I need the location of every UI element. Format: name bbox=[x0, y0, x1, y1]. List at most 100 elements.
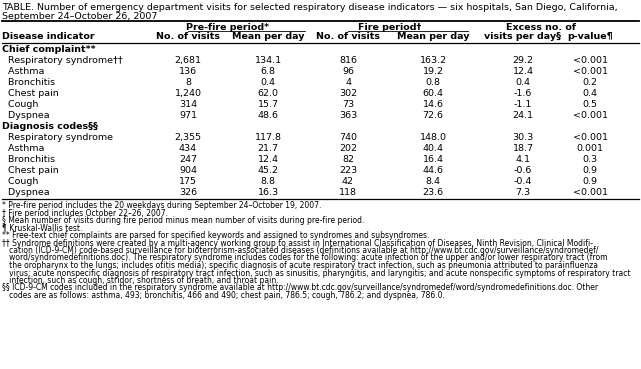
Text: 30.3: 30.3 bbox=[512, 133, 533, 142]
Text: Excess no. of: Excess no. of bbox=[506, 23, 576, 32]
Text: 23.6: 23.6 bbox=[422, 188, 444, 197]
Text: 12.4: 12.4 bbox=[258, 155, 278, 164]
Text: No. of visits: No. of visits bbox=[316, 32, 380, 41]
Text: 0.5: 0.5 bbox=[583, 100, 597, 109]
Text: Asthma: Asthma bbox=[2, 67, 44, 76]
Text: 8: 8 bbox=[185, 78, 191, 87]
Text: virus; acute nonspecific diagnosis of respiratory tract infection, such as sinus: virus; acute nonspecific diagnosis of re… bbox=[2, 269, 631, 277]
Text: 44.6: 44.6 bbox=[422, 166, 444, 175]
Text: 15.7: 15.7 bbox=[258, 100, 278, 109]
Text: 740: 740 bbox=[339, 133, 357, 142]
Text: Fire period†: Fire period† bbox=[358, 23, 422, 32]
Text: 8.4: 8.4 bbox=[426, 177, 440, 186]
Text: <0.001: <0.001 bbox=[572, 133, 608, 142]
Text: ¶ Kruskal-Wallis test.: ¶ Kruskal-Wallis test. bbox=[2, 224, 83, 232]
Text: infection, such as cough, stridor, shortness of breath, and throat pain.: infection, such as cough, stridor, short… bbox=[2, 276, 279, 285]
Text: 4: 4 bbox=[345, 78, 351, 87]
Text: 16.4: 16.4 bbox=[422, 155, 444, 164]
Text: -1.1: -1.1 bbox=[514, 100, 532, 109]
Text: Cough: Cough bbox=[2, 177, 38, 186]
Text: 134.1: 134.1 bbox=[254, 56, 281, 65]
Text: Chest pain: Chest pain bbox=[2, 89, 59, 98]
Text: 72.6: 72.6 bbox=[422, 111, 444, 120]
Text: 4.1: 4.1 bbox=[515, 155, 531, 164]
Text: 434: 434 bbox=[179, 144, 197, 153]
Text: 45.2: 45.2 bbox=[258, 166, 278, 175]
Text: ** Free-text chief complaints are parsed for specified keywords and assigned to : ** Free-text chief complaints are parsed… bbox=[2, 231, 429, 240]
Text: 73: 73 bbox=[342, 100, 354, 109]
Text: 314: 314 bbox=[179, 100, 197, 109]
Text: Pre-fire period*: Pre-fire period* bbox=[187, 23, 270, 32]
Text: Mean per day: Mean per day bbox=[397, 32, 469, 41]
Text: 16.3: 16.3 bbox=[258, 188, 279, 197]
Text: 18.7: 18.7 bbox=[513, 144, 533, 153]
Text: 7.3: 7.3 bbox=[515, 188, 531, 197]
Text: <0.001: <0.001 bbox=[572, 111, 608, 120]
Text: 971: 971 bbox=[179, 111, 197, 120]
Text: 8.8: 8.8 bbox=[260, 177, 276, 186]
Text: 21.7: 21.7 bbox=[258, 144, 278, 153]
Text: 82: 82 bbox=[342, 155, 354, 164]
Text: Cough: Cough bbox=[2, 100, 38, 109]
Text: <0.001: <0.001 bbox=[572, 56, 608, 65]
Text: 118: 118 bbox=[339, 188, 357, 197]
Text: Respiratory syndrome††: Respiratory syndrome†† bbox=[2, 56, 122, 65]
Text: 0.001: 0.001 bbox=[576, 144, 603, 153]
Text: 136: 136 bbox=[179, 67, 197, 76]
Text: Chest pain: Chest pain bbox=[2, 166, 59, 175]
Text: § Mean number of visits during fire period minus mean number of visits during pr: § Mean number of visits during fire peri… bbox=[2, 216, 364, 225]
Text: 96: 96 bbox=[342, 67, 354, 76]
Text: -0.6: -0.6 bbox=[514, 166, 532, 175]
Text: -0.4: -0.4 bbox=[514, 177, 532, 186]
Text: Mean per day: Mean per day bbox=[232, 32, 304, 41]
Text: 0.4: 0.4 bbox=[515, 78, 531, 87]
Text: §§ ICD-9-CM codes included in the respiratory syndrome available at http://www.b: §§ ICD-9-CM codes included in the respir… bbox=[2, 283, 598, 293]
Text: cation (ICD-9-CM) code-based surveillance for bioterrorism-associated diseases (: cation (ICD-9-CM) code-based surveillanc… bbox=[2, 246, 599, 255]
Text: 0.3: 0.3 bbox=[583, 155, 597, 164]
Text: 0.9: 0.9 bbox=[583, 177, 597, 186]
Text: †† Syndrome definitions were created by a multi-agency working group to assist i: †† Syndrome definitions were created by … bbox=[2, 238, 593, 248]
Text: 302: 302 bbox=[339, 89, 357, 98]
Text: 62.0: 62.0 bbox=[258, 89, 278, 98]
Text: 223: 223 bbox=[339, 166, 357, 175]
Text: 6.8: 6.8 bbox=[260, 67, 276, 76]
Text: 1,240: 1,240 bbox=[174, 89, 201, 98]
Text: Bronchitis: Bronchitis bbox=[2, 155, 55, 164]
Text: 326: 326 bbox=[179, 188, 197, 197]
Text: 40.4: 40.4 bbox=[422, 144, 444, 153]
Text: 12.4: 12.4 bbox=[513, 67, 533, 76]
Text: Dyspnea: Dyspnea bbox=[2, 188, 49, 197]
Text: Diagnosis codes§§: Diagnosis codes§§ bbox=[2, 122, 98, 131]
Text: <0.001: <0.001 bbox=[572, 188, 608, 197]
Text: 48.6: 48.6 bbox=[258, 111, 278, 120]
Text: 2,355: 2,355 bbox=[174, 133, 201, 142]
Text: 2,681: 2,681 bbox=[174, 56, 201, 65]
Text: word/syndromedefinitions.doc). The respiratory syndrome includes codes for the f: word/syndromedefinitions.doc). The respi… bbox=[2, 254, 608, 262]
Text: 14.6: 14.6 bbox=[422, 100, 444, 109]
Text: the oropharynx to the lungs; includes otitis media); specific diagnosis of acute: the oropharynx to the lungs; includes ot… bbox=[2, 261, 598, 270]
Text: Bronchitis: Bronchitis bbox=[2, 78, 55, 87]
Text: 202: 202 bbox=[339, 144, 357, 153]
Text: 163.2: 163.2 bbox=[419, 56, 447, 65]
Text: 24.1: 24.1 bbox=[513, 111, 533, 120]
Text: 29.2: 29.2 bbox=[513, 56, 533, 65]
Text: Dyspnea: Dyspnea bbox=[2, 111, 49, 120]
Text: 0.9: 0.9 bbox=[583, 166, 597, 175]
Text: 816: 816 bbox=[339, 56, 357, 65]
Text: 60.4: 60.4 bbox=[422, 89, 444, 98]
Text: 0.4: 0.4 bbox=[260, 78, 276, 87]
Text: 0.4: 0.4 bbox=[583, 89, 597, 98]
Text: 19.2: 19.2 bbox=[422, 67, 444, 76]
Text: Chief complaint**: Chief complaint** bbox=[2, 45, 96, 54]
Text: 42: 42 bbox=[342, 177, 354, 186]
Text: * Pre-fire period includes the 20 weekdays during September 24–October 19, 2007.: * Pre-fire period includes the 20 weekda… bbox=[2, 201, 321, 210]
Text: 904: 904 bbox=[179, 166, 197, 175]
Text: -1.6: -1.6 bbox=[514, 89, 532, 98]
Text: No. of visits: No. of visits bbox=[156, 32, 220, 41]
Text: September 24–October 26, 2007: September 24–October 26, 2007 bbox=[2, 12, 158, 21]
Text: Disease indicator: Disease indicator bbox=[2, 32, 95, 41]
Text: <0.001: <0.001 bbox=[572, 67, 608, 76]
Text: 363: 363 bbox=[339, 111, 357, 120]
Text: TABLE. Number of emergency department visits for selected respiratory disease in: TABLE. Number of emergency department vi… bbox=[2, 3, 618, 12]
Text: Asthma: Asthma bbox=[2, 144, 44, 153]
